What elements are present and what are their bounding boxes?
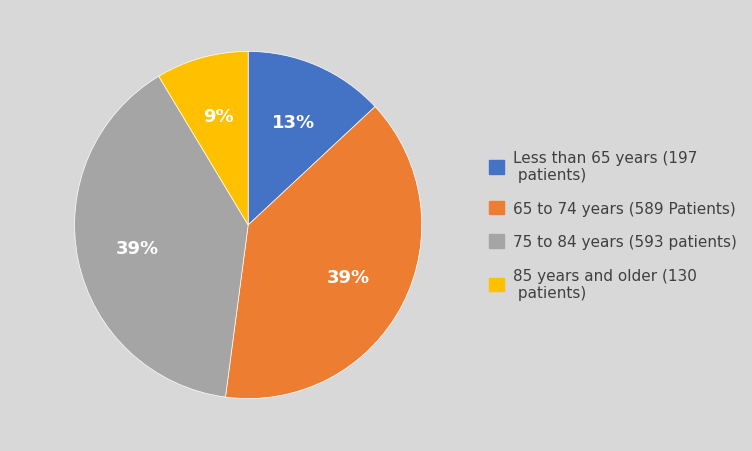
Text: 13%: 13% (271, 113, 314, 131)
Wedge shape (226, 107, 422, 399)
Legend: Less than 65 years (197
 patients), 65 to 74 years (589 Patients), 75 to 84 year: Less than 65 years (197 patients), 65 to… (489, 151, 737, 300)
Text: 39%: 39% (327, 268, 370, 286)
Wedge shape (248, 52, 375, 226)
Text: 9%: 9% (203, 108, 233, 126)
Text: 39%: 39% (116, 239, 159, 258)
Wedge shape (159, 52, 248, 226)
Wedge shape (74, 77, 248, 397)
